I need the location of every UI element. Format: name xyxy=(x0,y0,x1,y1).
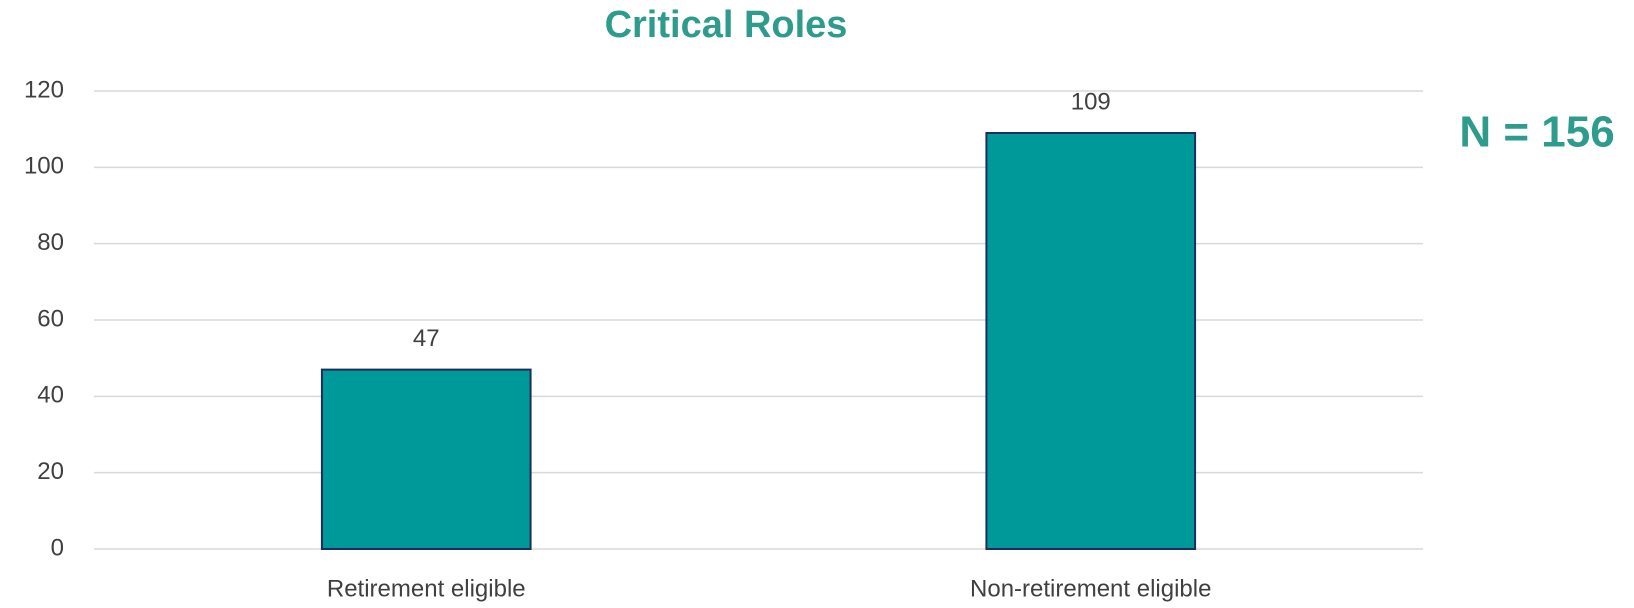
y-tick-label: 20 xyxy=(37,458,64,485)
y-tick-label: 100 xyxy=(24,153,64,180)
y-tick-label: 0 xyxy=(51,534,64,561)
x-tick-label: Retirement eligible xyxy=(327,575,526,602)
y-tick-label: 80 xyxy=(37,229,64,256)
bar xyxy=(320,368,532,550)
chart-title: Critical Roles xyxy=(605,4,848,46)
data-label: 109 xyxy=(1071,88,1111,115)
data-label: 47 xyxy=(413,325,440,352)
bar xyxy=(985,131,1197,550)
y-tick-label: 60 xyxy=(37,305,64,332)
y-tick-label: 40 xyxy=(37,382,64,409)
x-tick-label: Non-retirement eligible xyxy=(970,575,1211,602)
y-tick-label: 120 xyxy=(24,76,64,103)
annotation: N = 156 xyxy=(1459,108,1614,157)
